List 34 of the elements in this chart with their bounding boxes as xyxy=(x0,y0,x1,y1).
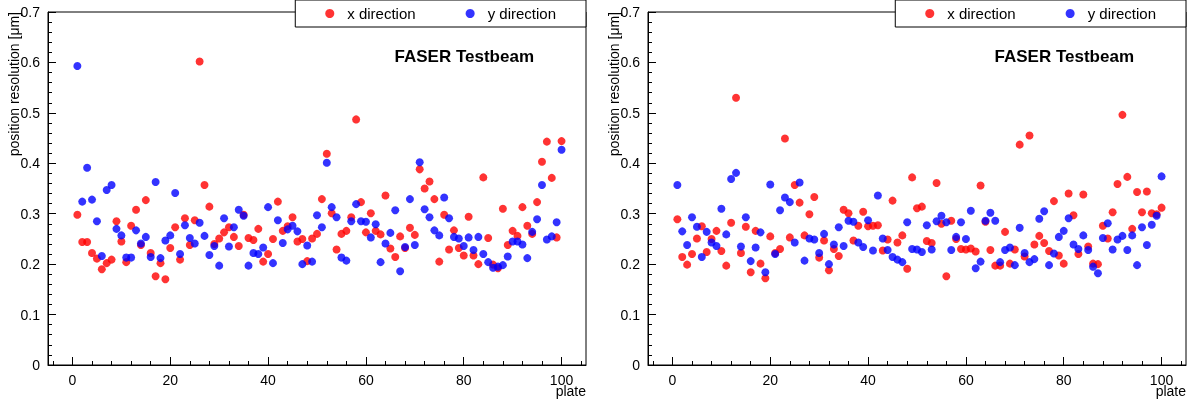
y-tick-label: 0.5 xyxy=(620,104,641,121)
legend-label: x direction xyxy=(947,5,1016,22)
y-tick-label: 0 xyxy=(32,357,41,373)
y-tick-label: 0.7 xyxy=(20,4,41,20)
x-tick-label: 40 xyxy=(260,372,277,388)
y-axis-title: position resolution [μm] xyxy=(606,12,622,157)
x-tick-label: 20 xyxy=(162,372,179,388)
x-tick-label: 0 xyxy=(68,372,77,388)
legend-label: x direction xyxy=(347,5,416,22)
y-tick-label: 0 xyxy=(632,357,641,373)
y-tick-label: 0.3 xyxy=(620,205,641,222)
y-tick-label: 0.4 xyxy=(620,155,641,172)
y-tick-label: 0.1 xyxy=(20,306,41,323)
x-tick-label: 0 xyxy=(668,372,677,388)
legend-label: y direction xyxy=(487,5,557,22)
y-tick-label: 0.6 xyxy=(620,54,641,71)
x-tick-label: 60 xyxy=(358,372,374,388)
x-tick-label: 80 xyxy=(1055,372,1072,388)
x-tick-label: 80 xyxy=(455,372,472,388)
y-tick-label: 0.3 xyxy=(20,205,41,222)
y-tick-label: 0.2 xyxy=(20,256,41,273)
y-tick-label: 0.4 xyxy=(20,155,41,172)
y-axis-title: position resolution [μm] xyxy=(6,12,22,157)
y-tick-label: 0.2 xyxy=(620,256,641,273)
y-tick-label: 0.1 xyxy=(620,306,641,323)
y-tick-label: 0.5 xyxy=(20,104,41,121)
x-tick-label: 40 xyxy=(860,372,877,388)
legend-label: y direction xyxy=(1087,5,1157,22)
annotation: FASER Testbeam xyxy=(394,47,535,66)
x-tick-label: 20 xyxy=(762,372,779,388)
y-tick-label: 0.6 xyxy=(20,54,41,71)
x-tick-label: 60 xyxy=(958,372,974,388)
y-tick-label: 0.7 xyxy=(620,4,641,20)
annotation: FASER Testbeam xyxy=(994,47,1135,66)
